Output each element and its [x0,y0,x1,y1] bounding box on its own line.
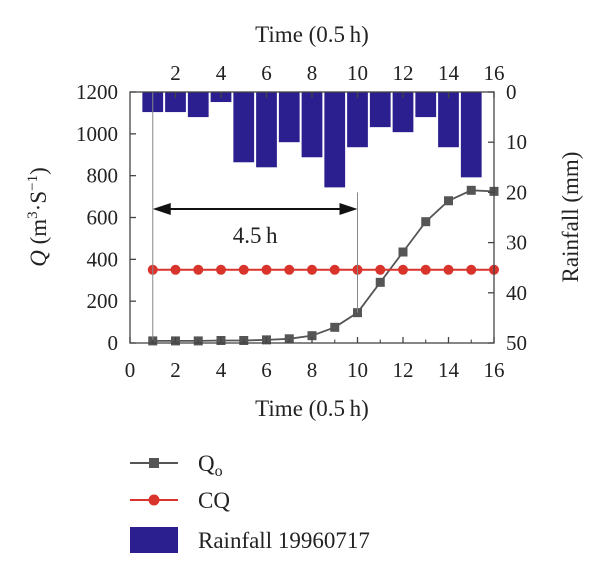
legend-qo-marker [149,458,159,468]
cq-point [284,264,295,275]
legend-item-qo: Qo [130,451,223,480]
qo-point [307,331,317,341]
series-line-qo [152,189,495,342]
cq-point [170,264,181,275]
qo-point [398,247,408,257]
bottom-x-tick-label: 6 [261,358,272,382]
qo-point [444,196,453,206]
right-y-tick-label: 30 [506,231,527,255]
legend-qo-subscript: o [215,463,223,480]
left-y-tick-label: 1200 [76,80,118,104]
cq-point [420,264,431,275]
rainfall-bar [369,92,391,128]
bottom-x-tick-label: 14 [438,358,460,382]
rainfall-bar [301,92,323,158]
left-y-tick-label: 800 [87,164,119,188]
top-x-axis-title: Time (0.5 h) [255,22,369,47]
left-y-axis-title-unit-close: ) [26,167,51,175]
qo-point [284,334,294,344]
legend-item-cq: CQ [130,488,230,513]
bottom-x-tick-label: 10 [347,358,368,382]
left-y-tick-label: 600 [87,206,119,230]
bottom-x-tick-label: 4 [216,358,227,382]
left-y-axis-title-sup-neg1: −1 [25,175,41,191]
bottom-x-tick-label: 12 [393,358,414,382]
top-x-tick-label: 14 [438,61,460,85]
rainfall-bar [278,92,300,143]
left-y-axis-title-unit-open: (m [26,219,51,250]
axis-ticks: 0 2 4 6 8 10 12 14 162 4 6 8 10 12 14 16020040060080010… [76,61,527,382]
rainfall-bar [347,92,368,148]
rainfall-bar [438,92,459,148]
bottom-x-tick-label: 0 [125,358,136,382]
legend-cq-label: CQ [198,488,230,513]
rainfall-bar [392,92,414,133]
top-x-tick-label: 16 [484,61,505,85]
rainfall-bar [187,92,209,118]
top-x-tick-label: 12 [393,61,414,85]
rainfall-bar [165,92,186,113]
bottom-x-tick-label: 16 [484,358,505,382]
qo-point [421,217,431,227]
rainfall-bars [142,92,482,188]
cq-point [443,264,454,275]
legend-qo-label: Qo [198,451,223,480]
top-x-tick-label: 2 [170,61,181,85]
right-y-axis-title: Rainfall (mm) [558,152,583,283]
rainfall-bar [460,92,482,178]
rainfall-bar [233,92,255,163]
left-y-tick-label: 400 [87,247,119,271]
lag-arrow-head-left [152,203,171,215]
left-y-tick-label: 0 [108,331,119,355]
cq-point [329,264,340,275]
legend: Qo CQ Rainfall 19960717 [130,451,370,553]
left-y-tick-label: 1000 [76,122,118,146]
cq-point [466,264,477,275]
right-y-tick-label: 50 [506,331,527,355]
left-y-axis-title-unit-mid: ·S [26,191,51,211]
cq-point [398,264,408,275]
qo-point [330,322,340,332]
left-y-axis-title-sup-3: 3 [25,211,41,219]
rainfall-bar [256,92,277,168]
left-y-axis-title-q: Q [26,250,51,267]
cq-point [193,264,204,275]
legend-rainfall-swatch [130,527,178,553]
rainfall-bar [415,92,437,118]
legend-item-rainfall: Rainfall 19960717 [130,527,370,553]
right-y-tick-label: 40 [506,281,527,305]
bottom-x-axis-title: Time (0.5 h) [255,396,369,421]
cq-point [238,264,249,275]
top-x-tick-label: 4 [216,61,227,85]
cq-point [375,264,386,275]
rainfall-bar [324,92,346,188]
top-x-tick-label: 6 [261,61,272,85]
bottom-x-tick-label: 2 [170,358,181,382]
left-y-axis-title: Q (m3·S−1) [25,167,51,267]
cq-point [216,264,226,275]
legend-rainfall-label: Rainfall 19960717 [198,528,370,553]
cq-point [307,264,317,275]
legend-qo-name: Q [198,451,215,476]
right-y-tick-label: 10 [506,130,527,154]
qo-point [466,185,476,195]
lag-annotation-label: 4.5 h [233,223,278,248]
cq-point [261,264,272,275]
bottom-x-tick-label: 8 [307,358,318,382]
left-y-tick-label: 200 [87,289,119,313]
top-x-tick-label: 8 [307,61,318,85]
right-y-tick-label: 20 [506,180,527,204]
top-x-tick-label: 10 [347,61,368,85]
lag-arrow-head-right [339,203,358,215]
legend-cq-marker [148,494,160,506]
lag-annotation: 4.5 h [152,92,358,341]
right-y-tick-label: 0 [506,80,517,104]
qo-point [375,277,385,287]
